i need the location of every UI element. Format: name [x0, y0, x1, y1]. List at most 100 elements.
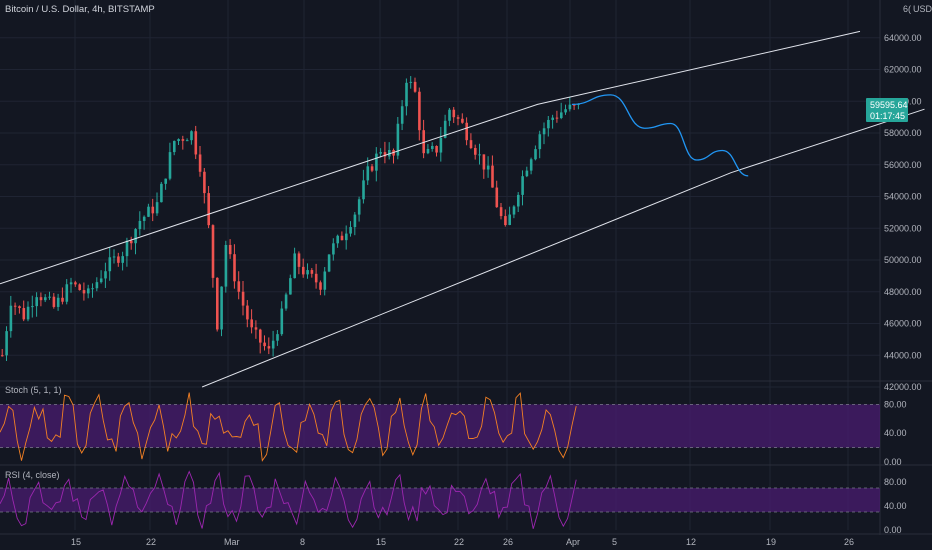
x-tick-label: 12: [686, 537, 696, 547]
candle-body: [409, 81, 413, 83]
candle-body: [379, 152, 382, 154]
candle-body: [435, 145, 438, 153]
candle-body: [302, 266, 305, 275]
candle-body: [564, 109, 567, 113]
candle-body: [233, 254, 236, 282]
rsi-label[interactable]: RSI (4, close): [5, 470, 60, 480]
candle-body: [280, 308, 284, 335]
candle-body: [121, 256, 124, 263]
candle-body: [529, 159, 533, 171]
x-tick-label: 5: [612, 537, 617, 547]
channel-lower-line: [201, 108, 925, 388]
candle-body: [461, 118, 464, 123]
y-tick-label: 44000.00: [884, 350, 922, 360]
drawing-layer: [0, 30, 925, 388]
candle-body: [160, 183, 163, 203]
y-tick-label: 64000.00: [884, 33, 922, 43]
x-tick-label: Mar: [224, 537, 240, 547]
candle-body: [194, 131, 198, 155]
candle-body: [362, 180, 365, 200]
candle-body: [276, 334, 279, 341]
candle-body: [474, 148, 477, 155]
candle-body: [491, 165, 494, 188]
rsi-pane: 80.00 40.00 0.00: [0, 470, 907, 535]
price-tag: 59595.64 01:17:45: [866, 98, 908, 122]
y-tick-label: 52000.00: [884, 223, 922, 233]
candle-body: [228, 244, 232, 255]
candle-body: [345, 233, 348, 241]
oscillator-tick: 80.00: [884, 399, 907, 409]
oscillator-tick: 0.00: [884, 457, 902, 467]
x-tick-label: Apr: [566, 537, 580, 547]
price-tag-countdown: 01:17:45: [870, 111, 905, 121]
candle-body: [224, 244, 228, 287]
candle-body: [547, 119, 550, 129]
y-tick-label: 48000.00: [884, 287, 922, 297]
candle-body: [61, 297, 64, 302]
candle-body: [465, 122, 468, 141]
candle-body: [271, 340, 275, 349]
x-tick-label: 15: [71, 537, 81, 547]
candle-body: [22, 308, 26, 320]
candle-body: [293, 253, 296, 279]
time-axis[interactable]: 15 22 Mar 8 15 22 26 Apr 5 12 19 26: [71, 537, 854, 547]
candle-body: [478, 154, 481, 156]
candle-body: [349, 227, 352, 234]
candle-body: [99, 278, 103, 283]
candle-body: [422, 130, 425, 154]
candle-body: [289, 278, 292, 295]
candle-body: [237, 281, 241, 292]
candle-body: [357, 199, 361, 215]
candle-body: [267, 346, 271, 349]
candle-body: [555, 117, 559, 119]
candle-body: [220, 286, 223, 330]
candle-body: [254, 327, 258, 330]
candle-body: [525, 170, 529, 177]
candle-body: [138, 220, 142, 230]
candle-body: [117, 256, 120, 263]
candle-body: [104, 271, 107, 279]
candle-body: [448, 109, 451, 121]
stoch-line: [0, 392, 577, 462]
candle-body: [323, 271, 327, 290]
candle-body: [203, 171, 206, 194]
y-tick-label: 56000.00: [884, 160, 922, 170]
candle-body: [155, 202, 159, 214]
symbol-title[interactable]: Bitcoin / U.S. Dollar, 4h, BITSTAMP: [5, 4, 155, 15]
currency-label: USD: [913, 4, 932, 14]
candle-body: [198, 154, 202, 172]
x-tick-label: 26: [503, 537, 513, 547]
candle-body: [512, 206, 516, 215]
oscillator-tick: 80.00: [884, 477, 907, 487]
candle-body: [207, 193, 210, 226]
candle-body: [95, 282, 99, 289]
candle-body: [388, 150, 391, 157]
candle-body: [327, 254, 331, 272]
oscillator-band: [0, 404, 880, 448]
candle-body: [482, 154, 486, 170]
x-tick-label: 22: [146, 537, 156, 547]
candle-body: [443, 120, 447, 138]
x-tick-label: 22: [454, 537, 464, 547]
candle-body: [56, 297, 60, 307]
candle-body: [413, 81, 417, 92]
oscillator-tick: 40.00: [884, 501, 907, 511]
candle-body: [314, 273, 318, 283]
candle-body: [284, 294, 288, 309]
candle-body: [87, 288, 90, 294]
candle-body: [538, 134, 542, 150]
candle-body: [216, 277, 219, 330]
candle-body: [35, 297, 38, 307]
candle-body: [306, 270, 309, 275]
stoch-label[interactable]: Stoch (5, 1, 1): [5, 385, 62, 395]
candle-body: [456, 117, 460, 119]
candle-body: [431, 145, 434, 149]
candle-body: [44, 297, 47, 301]
candle-body: [173, 141, 176, 153]
candle-body: [151, 206, 155, 214]
candle-body: [1, 355, 4, 357]
x-tick-label: 19: [766, 537, 776, 547]
candle-body: [65, 284, 69, 302]
